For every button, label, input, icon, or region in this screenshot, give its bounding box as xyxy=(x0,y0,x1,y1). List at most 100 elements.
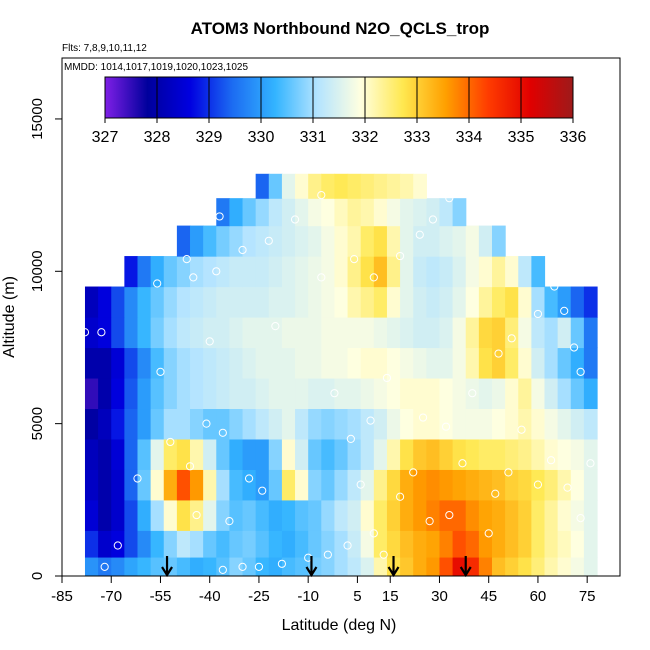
heatmap-cell xyxy=(413,225,427,257)
heatmap-cell xyxy=(163,408,178,440)
heatmap-cell xyxy=(281,317,296,349)
heatmap-cell xyxy=(229,499,244,531)
data-point xyxy=(218,428,227,437)
heatmap-cell xyxy=(295,556,309,576)
heatmap-cell xyxy=(176,469,191,501)
data-point xyxy=(113,541,122,550)
heatmap-cell xyxy=(190,556,204,576)
heatmap-cell xyxy=(373,225,388,257)
heatmap-cell xyxy=(295,256,309,288)
heatmap-cell xyxy=(544,317,559,349)
heatmap-cell xyxy=(190,286,204,318)
heatmap-cell xyxy=(190,499,204,531)
heatmap-cell xyxy=(478,225,493,257)
heatmap-cell xyxy=(176,499,191,531)
colorbar-tick-label: 336 xyxy=(560,129,587,146)
heatmap-cell xyxy=(505,377,519,410)
heatmap-cell xyxy=(268,408,283,440)
heatmap-cell xyxy=(281,469,296,501)
heatmap-cell xyxy=(334,225,349,257)
heatmap-cell xyxy=(268,198,283,227)
heatmap-cell xyxy=(229,408,244,440)
heatmap-cell xyxy=(163,347,178,379)
heatmap-cell xyxy=(295,438,309,470)
heatmap-cell xyxy=(347,173,362,199)
heatmap-cell xyxy=(347,317,362,349)
heatmap-cell xyxy=(478,469,493,501)
heatmap-cell xyxy=(570,377,585,410)
heatmap-cell xyxy=(255,317,270,349)
heatmap-cell xyxy=(295,347,309,379)
heatmap-cell xyxy=(557,347,572,379)
heatmap-cell xyxy=(373,173,388,199)
heatmap-cell xyxy=(465,317,480,349)
heatmap-cell xyxy=(360,530,375,558)
heatmap-cell xyxy=(465,225,480,257)
heatmap-cell xyxy=(242,499,257,531)
heatmap-cell xyxy=(216,408,230,440)
heatmap-cell xyxy=(98,408,112,440)
heatmap-cell xyxy=(216,469,230,501)
heatmap-cell xyxy=(255,469,270,501)
heatmap-cell xyxy=(308,530,322,558)
heatmap-cell xyxy=(150,377,165,410)
heatmap-cell xyxy=(150,256,165,288)
heatmap-cell xyxy=(557,286,572,318)
heatmap-cell xyxy=(281,408,296,440)
heatmap-cell xyxy=(281,438,296,470)
heatmap-cell xyxy=(321,408,336,440)
heatmap-cell xyxy=(268,377,283,410)
heatmap-cell xyxy=(413,347,427,379)
heatmap-cell xyxy=(176,347,191,379)
heatmap-cell xyxy=(413,198,427,227)
heatmap-cell xyxy=(452,317,467,349)
heatmap-cell xyxy=(426,469,441,501)
heatmap-cell xyxy=(242,556,257,576)
heatmap-cell xyxy=(400,225,414,257)
heatmap-cell xyxy=(478,286,493,318)
heatmap-cell xyxy=(268,499,283,531)
heatmap-cell xyxy=(439,438,454,470)
heatmap-cell xyxy=(518,530,532,558)
heatmap-cell xyxy=(334,317,349,349)
heatmap-cell xyxy=(452,225,467,257)
heatmap-cell xyxy=(295,173,309,199)
heatmap-cell xyxy=(334,256,349,288)
data-point xyxy=(343,541,352,550)
heatmap-cell xyxy=(203,256,217,288)
colorbar-tick-label: 328 xyxy=(144,129,171,146)
heatmap-cell xyxy=(216,499,230,531)
heatmap-cell xyxy=(216,225,230,257)
data-point xyxy=(418,413,428,422)
heatmap-cell xyxy=(321,317,336,349)
data-point xyxy=(533,480,543,489)
data-point xyxy=(156,367,165,376)
heatmap-cell xyxy=(360,556,375,576)
heatmap-cell xyxy=(557,317,572,349)
data-point xyxy=(382,373,392,383)
data-point xyxy=(218,565,227,575)
heatmap-cell xyxy=(163,256,178,288)
data-point xyxy=(277,559,287,568)
heatmap-cell xyxy=(491,225,506,257)
heatmap-cell xyxy=(255,286,270,318)
heatmap-cell xyxy=(386,377,401,410)
heatmap-cell xyxy=(557,408,572,440)
heatmap-cell xyxy=(386,530,401,558)
data-point xyxy=(586,459,595,468)
heatmap-cell xyxy=(242,317,257,349)
heatmap-cell xyxy=(505,469,519,501)
data-point xyxy=(504,468,513,477)
heatmap-cell xyxy=(360,377,375,410)
heatmap-cell xyxy=(124,286,139,318)
data-point xyxy=(546,456,556,465)
heatmap-cell xyxy=(321,225,336,257)
heatmap-cell xyxy=(452,347,467,379)
heatmap-cell xyxy=(557,377,572,410)
heatmap-cell xyxy=(400,256,414,288)
heatmap-cell xyxy=(268,173,283,199)
heatmap-cell xyxy=(176,317,191,349)
heatmap-cell xyxy=(203,438,217,470)
dates-subtitle: MMDD: 1014,1017,1019,1020,1023,1025 xyxy=(64,62,248,73)
heatmap-cell xyxy=(137,377,152,410)
